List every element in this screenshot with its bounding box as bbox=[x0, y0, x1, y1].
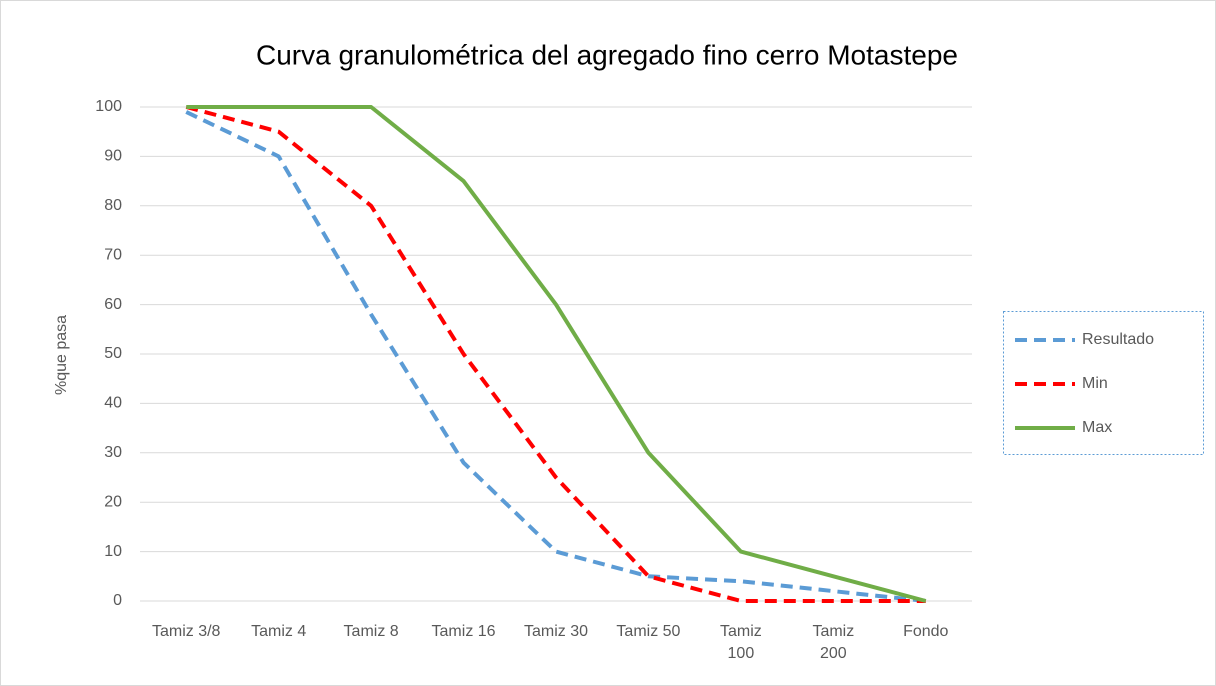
y-tick-label: 20 bbox=[104, 493, 122, 510]
chart-title: Curva granulométrica del agregado fino c… bbox=[256, 39, 958, 70]
y-tick-label: 60 bbox=[104, 296, 122, 313]
legend-label: Max bbox=[1082, 419, 1112, 436]
x-tick-label: Tamiz 3/8 bbox=[151, 623, 221, 640]
x-tick-label: Tamiz 200 bbox=[812, 623, 855, 662]
y-axis-label: %que pasa bbox=[53, 315, 70, 395]
y-tick-label: 50 bbox=[104, 345, 122, 362]
y-tick-label: 10 bbox=[104, 543, 122, 560]
x-tick-label: Fondo bbox=[903, 623, 949, 640]
y-tick-label: 40 bbox=[104, 395, 122, 412]
x-tick-label: Tamiz 8 bbox=[343, 623, 399, 640]
series-line bbox=[186, 105, 927, 603]
legend-label: Resultado bbox=[1082, 331, 1154, 348]
y-tick-label: 70 bbox=[104, 246, 122, 263]
x-tick-label: Tamiz 100 bbox=[719, 623, 762, 662]
y-tick-label: 90 bbox=[104, 148, 122, 165]
legend-box bbox=[1003, 311, 1204, 455]
x-tick-label: Tamiz 50 bbox=[616, 623, 681, 640]
legend-label: Min bbox=[1082, 375, 1108, 392]
series-line bbox=[185, 105, 926, 603]
x-tick-label: Tamiz 4 bbox=[251, 623, 307, 640]
series-line bbox=[185, 110, 926, 603]
y-tick-label: 100 bbox=[95, 98, 122, 115]
y-tick-label: 0 bbox=[113, 592, 122, 609]
x-tick-label: Tamiz 30 bbox=[523, 623, 589, 640]
y-tick-label: 80 bbox=[104, 197, 122, 214]
y-tick-label: 30 bbox=[104, 444, 122, 461]
x-tick-label: Tamiz 16 bbox=[431, 623, 496, 640]
